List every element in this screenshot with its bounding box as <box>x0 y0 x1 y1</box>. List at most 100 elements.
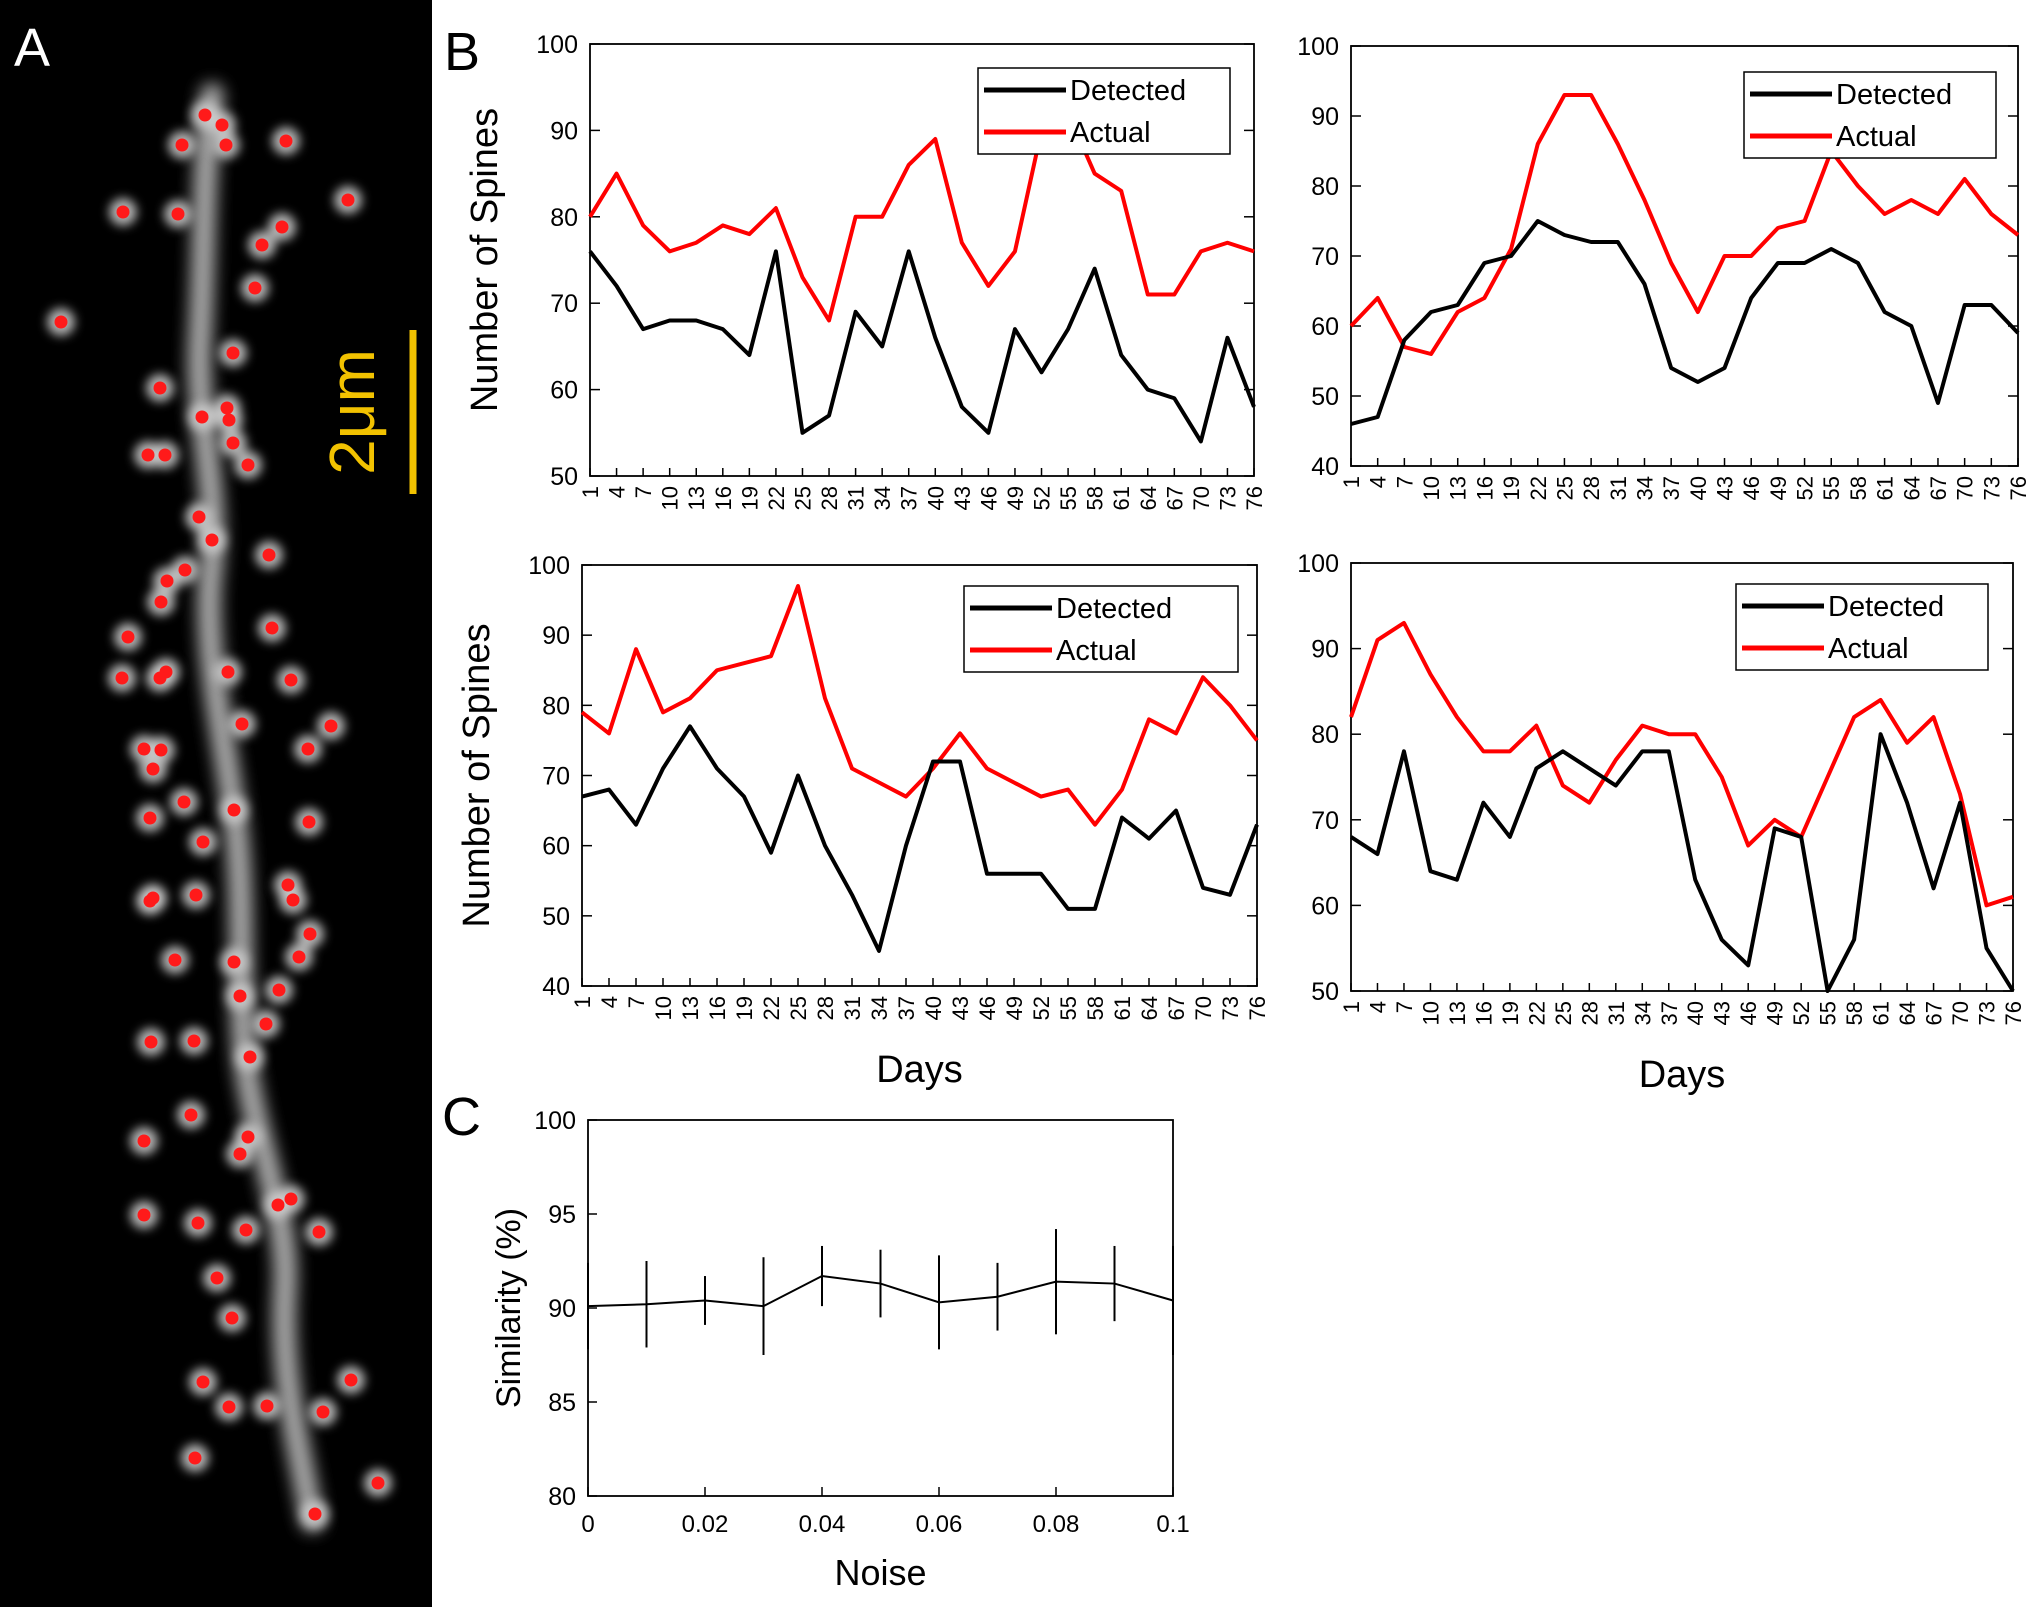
spine-marker <box>243 1050 257 1064</box>
x-tick-label: 10 <box>651 996 676 1020</box>
spine-marker <box>154 743 168 757</box>
legend-label-detected: Detected <box>1828 591 1944 623</box>
spine-marker <box>175 138 189 152</box>
y-tick-label: 100 <box>528 552 570 580</box>
x-tick-label: 64 <box>1899 476 1924 500</box>
y-tick-label: 50 <box>1311 383 1339 411</box>
spine-marker <box>255 238 269 252</box>
x-tick-label: 0.04 <box>799 1511 846 1538</box>
spine-marker <box>153 671 167 685</box>
x-tick-label: 31 <box>1604 1001 1629 1025</box>
x-tick-label: 46 <box>1736 1001 1761 1025</box>
chart-c: 80 85 90 95 100 0 0.02 0.04 0.06 0.08 0.1 Noise Simi… <box>490 1107 1190 1593</box>
spine-marker <box>178 563 192 577</box>
x-tick-label: 64 <box>1137 996 1162 1020</box>
legend: Detected Actual <box>963 585 1239 673</box>
x-tick-label: 16 <box>705 996 730 1020</box>
y-tick-label: 90 <box>550 117 578 145</box>
x-axis-label: Days <box>1639 1054 1726 1096</box>
x-tick-label: 19 <box>732 996 757 1020</box>
x-axis-label: Days <box>876 1049 963 1091</box>
x-tick-label: 58 <box>1083 486 1108 510</box>
x-tick-label: 31 <box>1606 476 1631 500</box>
y-tick-label: 70 <box>542 763 570 791</box>
spine-marker <box>121 630 135 644</box>
x-axis-label: Noise <box>834 1552 926 1593</box>
spine-marker <box>226 436 240 450</box>
x-tick-label: 73 <box>1979 476 2004 500</box>
x-tick-label: 52 <box>1793 476 1818 500</box>
x-tick-label: 1 <box>570 996 595 1008</box>
x-tick-label: 7 <box>1392 476 1417 488</box>
x-tick-label: 76 <box>2001 1001 2026 1025</box>
y-tick-label: 80 <box>548 1483 576 1511</box>
legend-label-actual: Actual <box>1070 117 1151 149</box>
series-line-detected <box>1350 219 2020 426</box>
x-tick-label: 25 <box>1552 476 1577 500</box>
x-tick-label: 1 <box>1339 1001 1364 1013</box>
spine-marker <box>196 835 210 849</box>
x-tick-label: 0.02 <box>682 1511 729 1538</box>
legend: Detected Actual <box>977 67 1231 155</box>
x-tick-label: 4 <box>1365 1001 1390 1013</box>
x-tick-label: 61 <box>1110 996 1135 1020</box>
x-tick-label: 73 <box>1975 1001 2000 1025</box>
y-tick-label: 90 <box>1311 103 1339 131</box>
panel-label-c: C <box>442 1087 481 1147</box>
spine-marker <box>184 1108 198 1122</box>
x-tick-label: 76 <box>1245 996 1270 1020</box>
x-tick-label: 64 <box>1895 1001 1920 1025</box>
legend: Detected Actual <box>1735 583 1989 671</box>
x-tick-label: 40 <box>921 996 946 1020</box>
x-tick-label: 58 <box>1083 996 1108 1020</box>
x-tick-label: 37 <box>897 486 922 510</box>
x-tick-label: 46 <box>975 996 1000 1020</box>
spine-marker <box>226 346 240 360</box>
y-tick-label: 70 <box>1311 807 1339 835</box>
y-tick-label: 40 <box>542 973 570 1001</box>
spine-marker <box>210 1271 224 1285</box>
legend-label-actual: Actual <box>1836 121 1917 153</box>
x-tick-label: 37 <box>1657 1001 1682 1025</box>
spine-marker <box>371 1476 385 1490</box>
legend-box <box>1735 583 1989 671</box>
series-line-detected <box>581 724 1259 953</box>
x-tick-label: 40 <box>923 486 948 510</box>
spine-marker <box>189 888 203 902</box>
y-tick-label: 90 <box>548 1295 576 1323</box>
x-tick-label: 25 <box>1551 1001 1576 1025</box>
spine-marker <box>271 1198 285 1212</box>
x-tick-label: 73 <box>1215 486 1240 510</box>
spine-marker <box>233 1147 247 1161</box>
y-tick-label: 100 <box>536 31 578 59</box>
spine-marker <box>303 927 317 941</box>
x-tick-label: 70 <box>1948 1001 1973 1025</box>
spine-marker <box>171 207 185 221</box>
spine-marker <box>191 1216 205 1230</box>
x-tick-label: 43 <box>950 486 975 510</box>
y-tick-label: 60 <box>542 833 570 861</box>
spine-marker <box>188 1451 202 1465</box>
x-tick-label: 28 <box>1577 1001 1602 1025</box>
spine-marker <box>286 893 300 907</box>
panel-label-a: A <box>14 18 50 78</box>
x-tick-label: 64 <box>1136 486 1161 510</box>
legend-label-detected: Detected <box>1070 75 1186 107</box>
x-tick-label: 19 <box>1498 1001 1523 1025</box>
series-line-actual <box>1349 93 2020 356</box>
x-tick-label: 67 <box>1162 486 1187 510</box>
x-tick-label: 34 <box>867 996 892 1020</box>
spine-marker <box>137 1134 151 1148</box>
spine-marker <box>222 413 236 427</box>
series-line-actual <box>588 111 1255 323</box>
scale-bar-label: 2μm <box>316 349 388 475</box>
y-tick-label: 90 <box>542 622 570 650</box>
legend-box <box>963 585 1239 673</box>
series-line-detected <box>1349 732 2015 993</box>
spine-marker <box>225 1311 239 1325</box>
legend-label-detected: Detected <box>1836 79 1952 111</box>
x-tick-label: 4 <box>1366 476 1391 488</box>
